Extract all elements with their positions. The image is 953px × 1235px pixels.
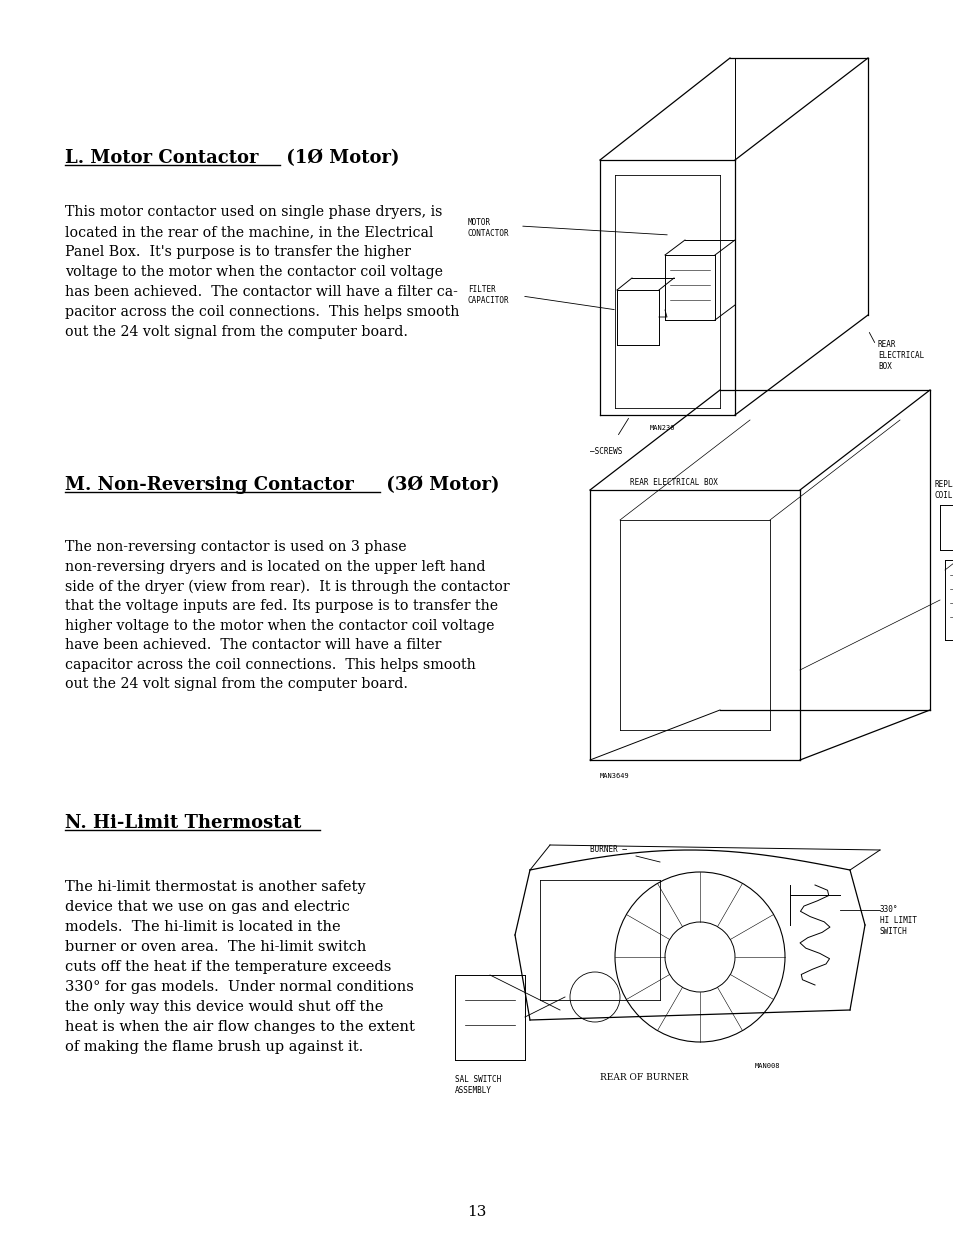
Text: 330°
HI LIMIT
SWITCH: 330° HI LIMIT SWITCH	[879, 905, 916, 936]
Text: L. Motor Contactor: L. Motor Contactor	[65, 149, 258, 167]
Text: MAN008: MAN008	[754, 1063, 780, 1070]
Text: —SCREWS: —SCREWS	[589, 447, 621, 456]
Text: REPLACEMENT
COIL: REPLACEMENT COIL	[934, 480, 953, 500]
Text: BURNER —: BURNER —	[589, 845, 626, 853]
Text: MAN3649: MAN3649	[599, 773, 629, 779]
Text: REAR
ELECTRICAL
BOX: REAR ELECTRICAL BOX	[877, 340, 923, 372]
Text: MOTOR
CONTACTOR: MOTOR CONTACTOR	[468, 219, 509, 238]
Text: This motor contactor used on single phase dryers, is
located in the rear of the : This motor contactor used on single phas…	[65, 205, 459, 340]
Text: N. Hi-Limit Thermostat: N. Hi-Limit Thermostat	[65, 814, 301, 832]
Text: 13: 13	[467, 1205, 486, 1219]
Text: M. Non-Reversing Contactor: M. Non-Reversing Contactor	[65, 475, 354, 494]
Text: SAL SWITCH
ASSEMBLY: SAL SWITCH ASSEMBLY	[455, 1074, 500, 1095]
Text: FILTER
CAPACITOR: FILTER CAPACITOR	[468, 285, 509, 305]
Text: The hi-limit thermostat is another safety
device that we use on gas and electric: The hi-limit thermostat is another safet…	[65, 881, 415, 1055]
Text: (3Ø Motor): (3Ø Motor)	[379, 475, 499, 494]
Text: REAR ELECTRICAL BOX: REAR ELECTRICAL BOX	[629, 478, 717, 487]
Text: (1Ø Motor): (1Ø Motor)	[280, 149, 399, 167]
Text: The non-reversing contactor is used on 3 phase
non-reversing dryers and is locat: The non-reversing contactor is used on 3…	[65, 540, 509, 692]
Text: MAN230: MAN230	[649, 425, 675, 431]
Text: REAR OF BURNER: REAR OF BURNER	[599, 1073, 688, 1082]
